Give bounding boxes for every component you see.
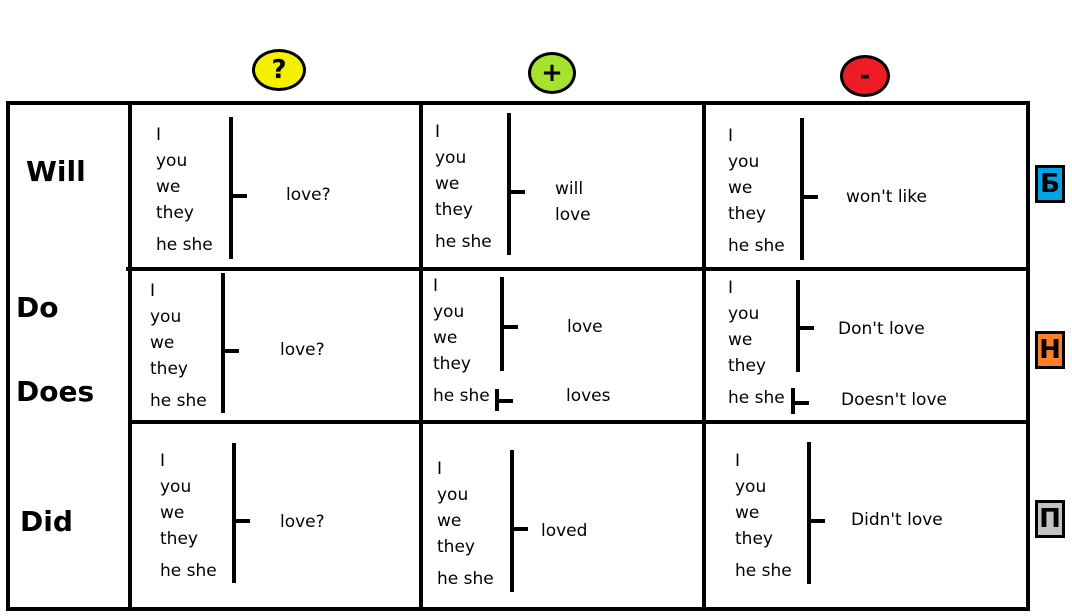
bracket-tick <box>502 325 518 329</box>
bracket-line <box>500 277 504 371</box>
bracket-tick <box>231 194 247 198</box>
pronoun-list: I you we they he she <box>156 125 213 255</box>
bracket-tick <box>798 326 814 330</box>
letter-b-box: Б <box>1035 165 1065 203</box>
does-positive-verb: loves <box>566 386 611 406</box>
bracket-line <box>507 113 511 255</box>
pronoun-list: I you we they he she <box>433 276 490 406</box>
do-negative-verb: Don't love <box>838 319 925 339</box>
bracket-line <box>510 450 514 592</box>
does-negative-verb: Doesn't love <box>841 390 947 410</box>
positive-header-circle: + <box>528 52 576 94</box>
did-question-verb: love? <box>280 512 325 532</box>
pronoun-list: I you we they he she <box>735 451 792 581</box>
bracket-tick <box>793 401 809 405</box>
bracket-line <box>232 443 236 583</box>
will-positive-verb-2: love <box>555 205 591 225</box>
question-header-circle: ? <box>252 49 306 91</box>
bracket-line <box>221 273 225 413</box>
pronoun-list: I you we they he she <box>728 278 785 408</box>
did-negative-verb: Didn't love <box>851 510 943 530</box>
bracket-line <box>229 117 233 259</box>
row-label-did: Did <box>20 505 73 538</box>
do-positive-verb: love <box>567 317 603 337</box>
did-positive-verb: loved <box>541 521 588 541</box>
negative-header-circle: - <box>840 55 890 97</box>
row-label-do: Do <box>16 291 59 324</box>
pronoun-list: I you we they he she <box>728 126 785 256</box>
grid-row2-line <box>130 420 1030 424</box>
bracket-tick <box>809 519 825 523</box>
letter-b: Б <box>1040 169 1060 199</box>
grid-row1-line <box>126 267 1030 271</box>
grid-bottom-line <box>6 607 1030 611</box>
plus-symbol: + <box>541 58 563 88</box>
will-negative-verb: won't like <box>846 187 927 207</box>
will-positive-verb-1: will <box>555 179 584 199</box>
grid-col2-line <box>419 101 423 611</box>
letter-p-box: П <box>1035 500 1065 538</box>
pronoun-list: I you we they he she <box>160 451 217 581</box>
letter-n-box: Н <box>1035 331 1065 369</box>
grid-left-line <box>6 101 10 611</box>
question-symbol: ? <box>271 55 287 85</box>
minus-symbol: - <box>859 61 871 91</box>
bracket-tick <box>802 195 818 199</box>
letter-p: П <box>1039 504 1061 534</box>
grid-col1-line <box>128 101 132 611</box>
row-label-will: Will <box>26 155 86 188</box>
will-question-verb: love? <box>286 185 331 205</box>
bracket-line <box>800 118 804 260</box>
grid-right-line <box>1026 101 1030 611</box>
pronoun-list: I you we they he she <box>150 281 207 411</box>
bracket-tick <box>234 519 250 523</box>
grid-col3-line <box>702 101 706 611</box>
bracket-tick <box>509 190 525 194</box>
bracket-tick <box>512 527 528 531</box>
pronoun-list: I you we they he she <box>435 122 492 252</box>
letter-n: Н <box>1039 335 1061 365</box>
pronoun-list: I you we they he she <box>437 459 494 589</box>
row-label-does: Does <box>16 375 95 408</box>
bracket-tick <box>497 399 513 403</box>
do-question-verb: love? <box>280 340 325 360</box>
grid-top-line <box>6 101 1030 105</box>
bracket-tick <box>223 349 239 353</box>
bracket-line <box>807 442 811 584</box>
